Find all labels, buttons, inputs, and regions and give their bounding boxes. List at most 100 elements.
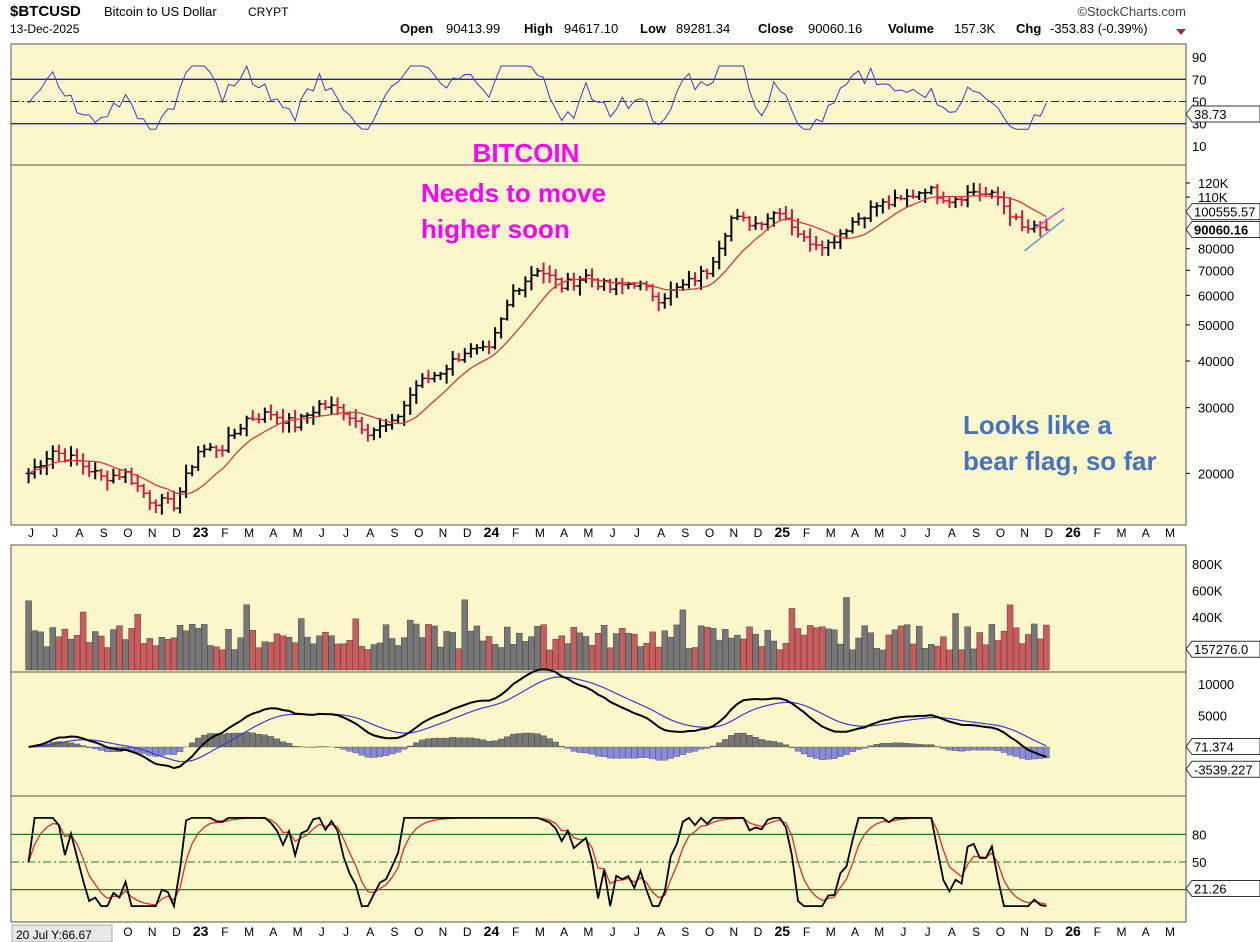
time-axis-label: N (148, 526, 157, 540)
macd-histogram-bar (637, 746, 644, 758)
time-axis-label: A (948, 526, 956, 540)
volume-bar (770, 640, 777, 671)
volume-bar (522, 641, 529, 671)
time-axis-label: F (1094, 526, 1101, 540)
volume-bar (261, 641, 269, 671)
stoch-k-line (27, 816, 1047, 910)
macd-histogram-bar (510, 733, 517, 748)
macd-histogram-bar (649, 746, 656, 760)
time-axis-label: D (172, 526, 181, 540)
price-bar (280, 408, 287, 433)
price-bar (461, 348, 468, 363)
price-bar (516, 287, 523, 295)
volume-bar (928, 644, 935, 671)
macd-histogram-bar (770, 741, 777, 748)
volume-bar (606, 647, 614, 671)
volume-bar (679, 609, 687, 671)
macd-histogram-bar (540, 735, 547, 748)
volume-bar (594, 632, 602, 671)
macd-histogram-bar (716, 742, 723, 748)
macd-histogram-bar (189, 742, 196, 748)
price-bar (467, 343, 474, 358)
volume-bar (685, 648, 693, 671)
moving-average-line (28, 195, 1047, 495)
price-bar (819, 240, 826, 256)
time-axis-label: 23 (193, 923, 209, 939)
price-bar (734, 208, 741, 221)
macd-histogram-bar (576, 746, 584, 753)
macd-histogram-bar (703, 746, 711, 749)
price-bar (1019, 210, 1026, 232)
macd-histogram-bar (564, 746, 571, 749)
time-axis-label: O (414, 526, 423, 540)
price-bar (788, 209, 795, 236)
price-bar (146, 490, 153, 510)
time-axis-label: N (729, 925, 738, 939)
price-bar (904, 188, 911, 208)
bottom-tag-box (11, 924, 113, 942)
volume-bar (110, 629, 117, 671)
ohlc-readout: Open 90413.99 High 94617.10 Low 89281.34… (400, 21, 1186, 36)
macd-histogram-bar (764, 740, 771, 748)
volume-bar (437, 646, 444, 671)
price-bar (970, 182, 977, 197)
macd-histogram-bar (1037, 746, 1044, 759)
time-axis-label: A (366, 526, 374, 540)
volume-bar (849, 649, 856, 671)
macd-histogram-bar (273, 738, 281, 748)
volume-bar (1025, 634, 1032, 671)
time-axis-label: S (391, 526, 399, 540)
macd-histogram-bar (334, 746, 341, 748)
macd-histogram-bar (782, 744, 790, 748)
ma-value-tag: 100555.57 (1194, 205, 1255, 220)
volume-bar (964, 626, 971, 671)
macd-histogram-bar (340, 746, 347, 750)
volume-bar (915, 625, 923, 671)
price-bar (255, 413, 262, 424)
price-bar (364, 423, 371, 442)
time-axis-label: D (172, 925, 181, 939)
price-bar (49, 445, 56, 469)
macd-histogram-bar (582, 746, 590, 754)
time-axis-label: J (925, 925, 931, 939)
volume-bar (255, 647, 263, 671)
volume-label: Volume (888, 21, 934, 36)
time-axis-label: A (851, 925, 859, 939)
volume-bar (570, 627, 578, 671)
time-axis-label: A (1142, 526, 1150, 540)
volume-bar (734, 634, 741, 671)
chg-value: -353.83 (-0.39%) (1050, 21, 1148, 36)
time-axis-label: M (293, 526, 303, 540)
price-bar (479, 340, 486, 352)
time-axis-label: M (1117, 526, 1127, 540)
volume-bar (85, 642, 93, 671)
macd-histogram-bar (461, 737, 468, 748)
volume-bar (267, 642, 275, 671)
volume-bar (940, 636, 947, 671)
volume-bar (661, 630, 668, 671)
volume-bar (92, 631, 99, 671)
macd-value-tag-box (1185, 738, 1260, 756)
volume-bar (243, 604, 250, 671)
macd-histogram-bar (776, 742, 783, 748)
rsi-value-tag: 38.73 (1194, 107, 1227, 122)
price-bar (473, 344, 480, 355)
volume-bar (79, 611, 87, 671)
volume-value: 157.3K (954, 21, 996, 36)
price-bar (570, 272, 577, 291)
price-bar (922, 188, 929, 203)
time-axis-label: F (512, 526, 519, 540)
volume-bar (304, 636, 311, 671)
price-bar (207, 443, 214, 452)
price-bar (431, 371, 438, 383)
price-tick-label: 60000 (1198, 288, 1234, 303)
price-bar (201, 444, 208, 458)
time-axis-label: J (900, 925, 906, 939)
price-bar (310, 406, 317, 425)
volume-bar (358, 646, 365, 671)
macd-histogram-bar (813, 746, 820, 759)
price-bar (346, 411, 353, 426)
price-bar (267, 404, 274, 421)
volume-bar (195, 627, 202, 671)
price-bar (177, 487, 184, 514)
